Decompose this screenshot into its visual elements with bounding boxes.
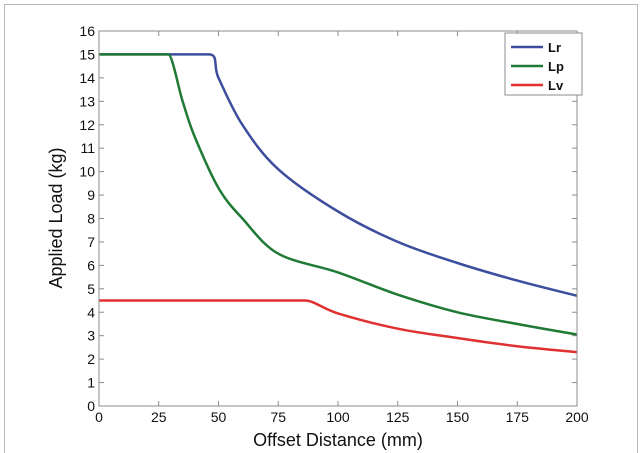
x-tick-label: 0 <box>95 409 103 425</box>
series-line-lr <box>98 53 578 298</box>
y-tick-label: 1 <box>87 375 95 391</box>
series-line-lp <box>98 53 578 336</box>
x-tick-label: 100 <box>326 409 350 425</box>
legend: Lr Lp Lv <box>504 32 583 96</box>
y-tick-label: 9 <box>87 187 95 203</box>
legend-label-lr: Lr <box>548 40 561 55</box>
plot-area-border <box>98 30 578 407</box>
x-axis-title: Offset Distance (mm) <box>253 430 423 450</box>
x-tick-label: 75 <box>270 409 286 425</box>
y-tick-label: 10 <box>79 164 95 180</box>
y-tick-label: 11 <box>80 140 95 156</box>
x-tick-label: 125 <box>386 409 410 425</box>
y-axis-title: Applied Load (kg) <box>46 147 66 288</box>
y-tick-label: 14 <box>79 70 95 86</box>
series-line-lv <box>99 299 578 354</box>
y-tick-label: 5 <box>87 281 95 297</box>
y-tick-label: 16 <box>79 23 95 39</box>
y-tick-label: 2 <box>87 351 95 367</box>
y-tick-label: 8 <box>87 211 95 227</box>
y-tick-label: 6 <box>87 257 95 273</box>
y-tick-label: 12 <box>79 117 95 133</box>
x-tick-label: 150 <box>446 409 470 425</box>
x-tick-label: 25 <box>151 409 167 425</box>
x-tick-label: 175 <box>506 409 530 425</box>
y-tick-label: 3 <box>87 328 95 344</box>
y-tick-label: 7 <box>87 234 95 250</box>
x-tick-label: 50 <box>211 409 227 425</box>
y-tick-label: 15 <box>79 46 95 62</box>
y-tick-label: 0 <box>87 398 95 414</box>
legend-label-lv: Lv <box>548 78 564 93</box>
y-tick-label: 4 <box>87 304 95 320</box>
legend-label-lp: Lp <box>548 59 564 74</box>
x-tick-label: 200 <box>565 409 589 425</box>
y-tick-label: 13 <box>79 93 95 109</box>
